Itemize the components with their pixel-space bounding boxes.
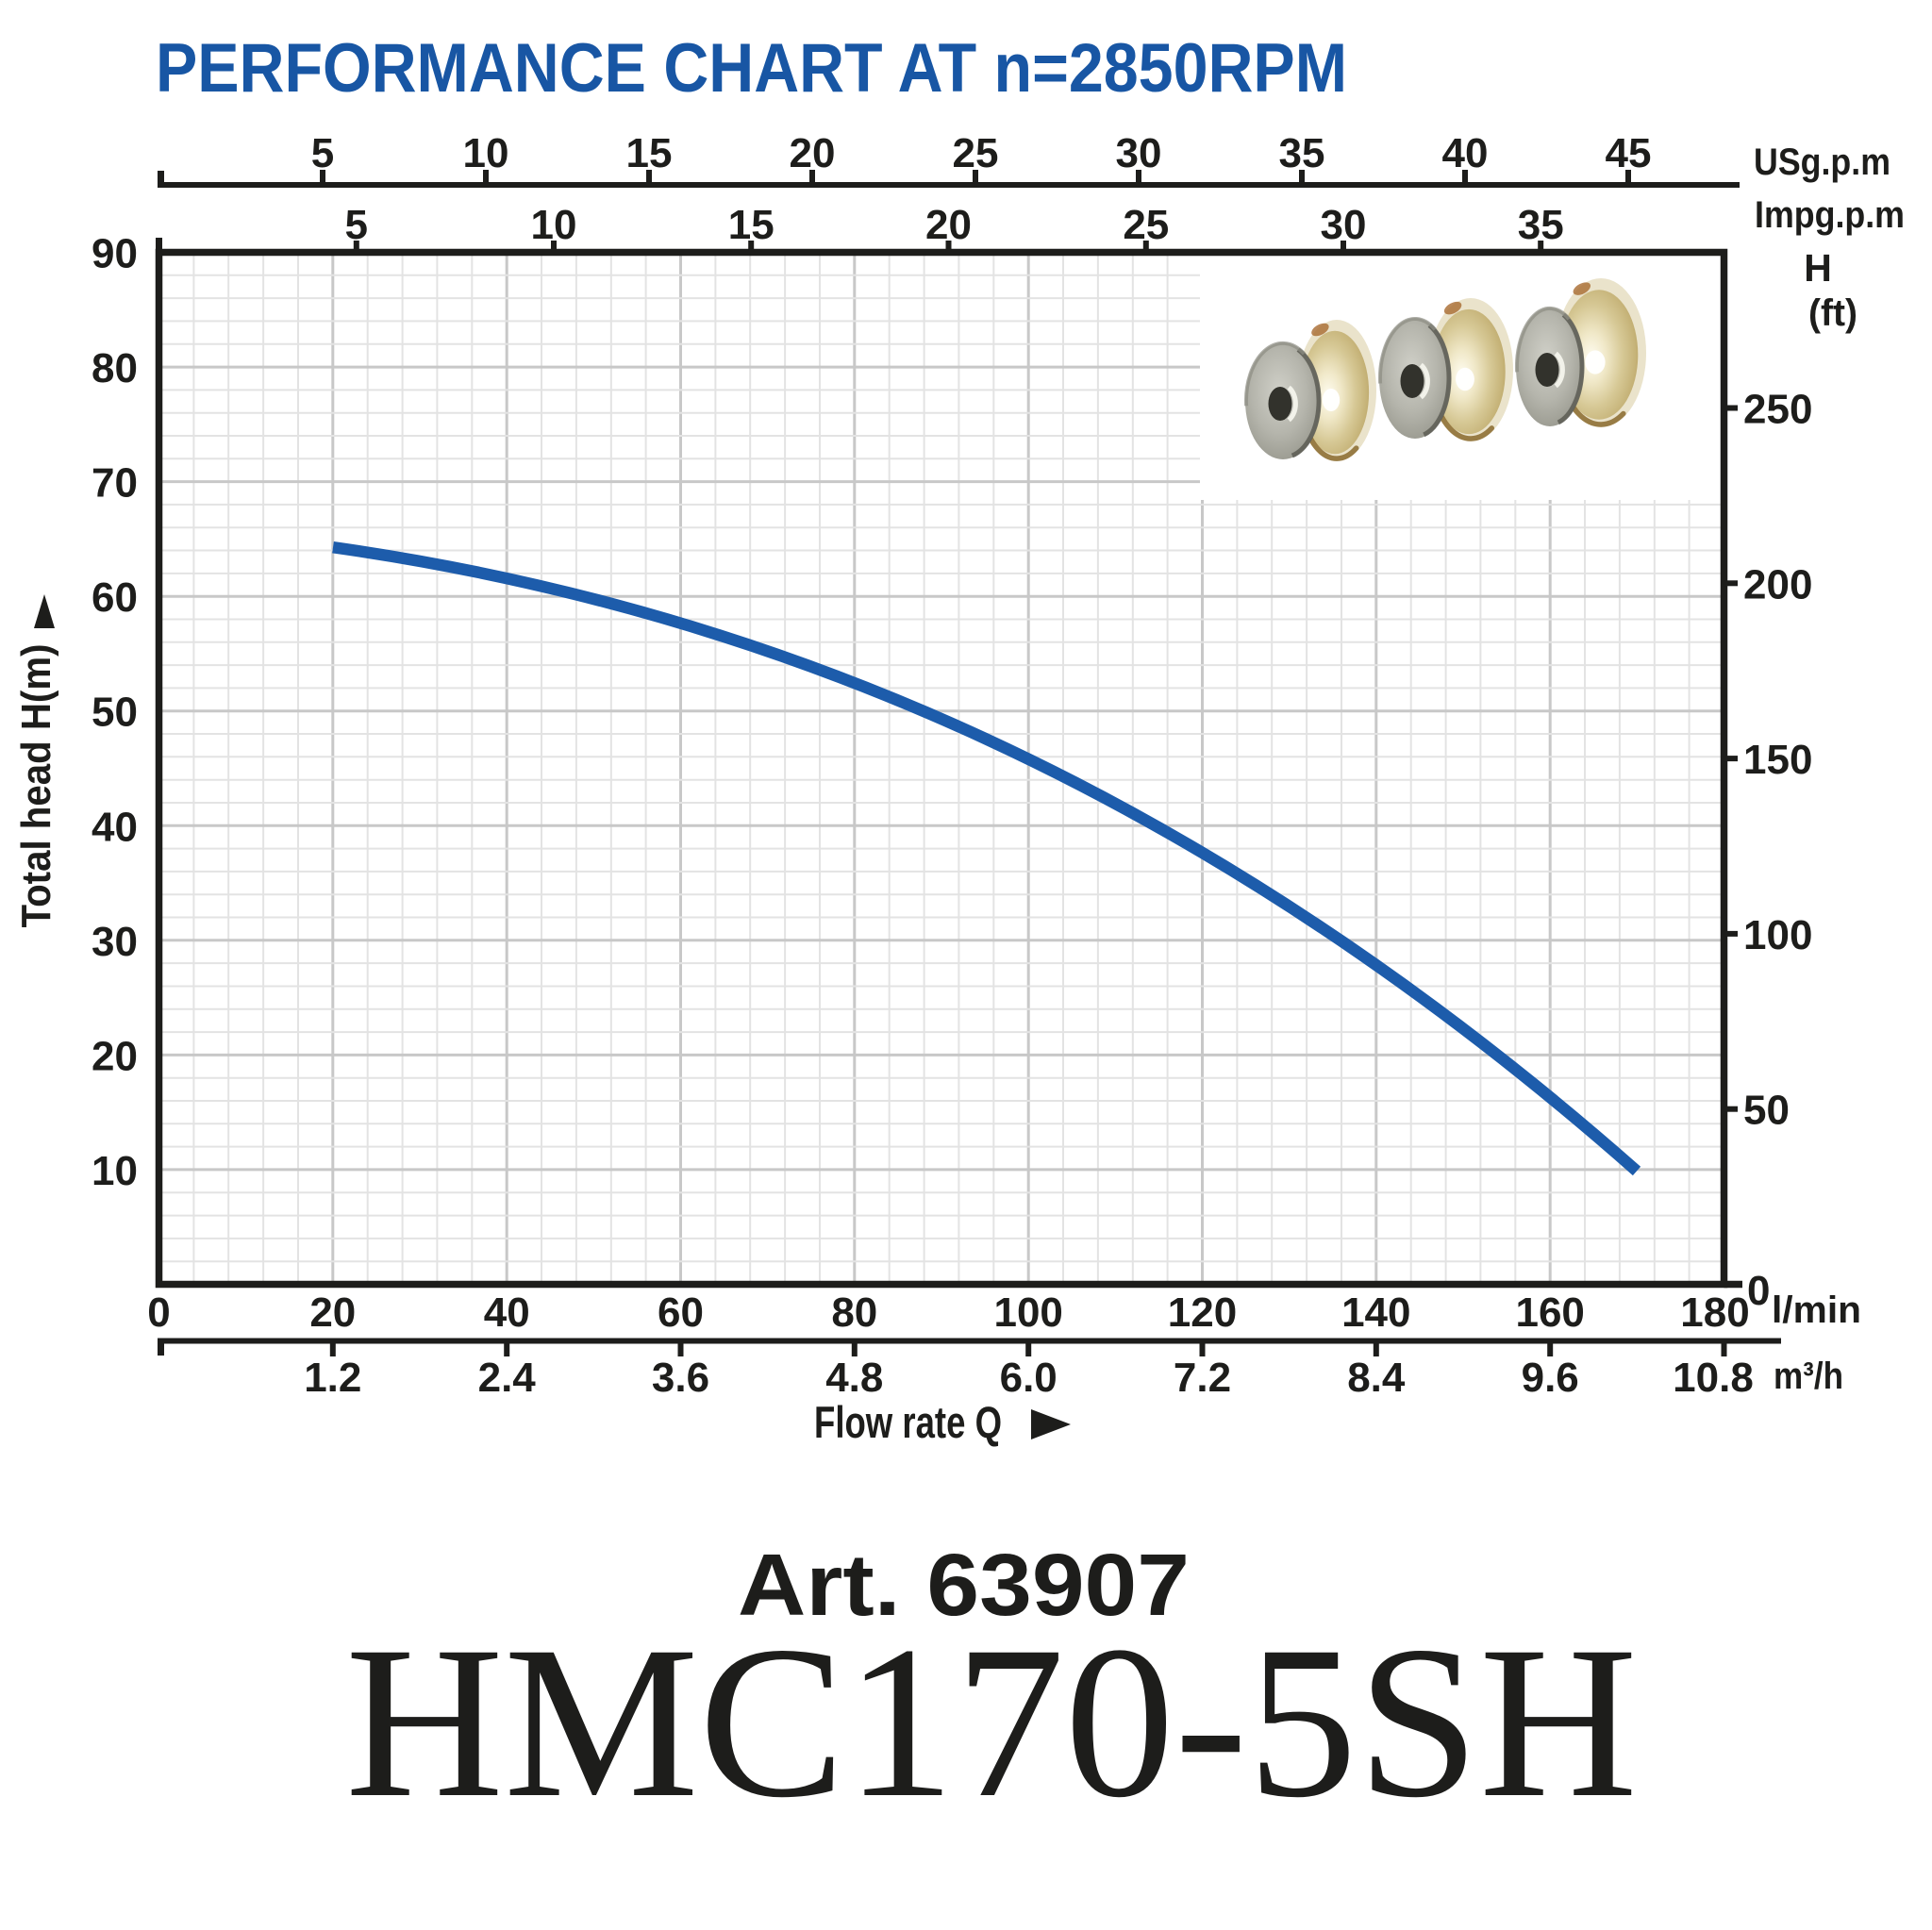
svg-text:80: 80 <box>92 345 138 391</box>
svg-text:7.2: 7.2 <box>1174 1355 1231 1401</box>
svg-text:6.0: 6.0 <box>1000 1355 1058 1401</box>
svg-text:70: 70 <box>92 460 138 507</box>
svg-text:Impg.p.m: Impg.p.m <box>1755 194 1905 236</box>
svg-text:35: 35 <box>1518 202 1564 248</box>
svg-text:10: 10 <box>463 130 509 176</box>
svg-text:10: 10 <box>92 1148 138 1194</box>
svg-text:150: 150 <box>1743 737 1812 783</box>
svg-text:8.4: 8.4 <box>1347 1355 1406 1401</box>
svg-text:0: 0 <box>147 1289 170 1336</box>
svg-text:m³/h: m³/h <box>1774 1356 1843 1397</box>
svg-text:15: 15 <box>626 130 673 176</box>
svg-text:45: 45 <box>1606 130 1652 176</box>
svg-text:l/min: l/min <box>1772 1289 1861 1331</box>
svg-text:0: 0 <box>1747 1268 1770 1314</box>
svg-text:40: 40 <box>484 1289 530 1336</box>
svg-text:180: 180 <box>1680 1289 1749 1336</box>
svg-text:15: 15 <box>728 202 774 248</box>
svg-text:200: 200 <box>1743 561 1812 607</box>
svg-text:10: 10 <box>531 202 577 248</box>
svg-text:30: 30 <box>1321 202 1367 248</box>
svg-text:25: 25 <box>1123 202 1169 248</box>
svg-text:30: 30 <box>92 919 138 965</box>
svg-text:90: 90 <box>92 231 138 277</box>
svg-text:PERFORMANCE CHART AT n=2850RPM: PERFORMANCE CHART AT n=2850RPM <box>156 30 1347 107</box>
svg-text:Total head H(m): Total head H(m) <box>13 644 59 928</box>
svg-text:40: 40 <box>92 804 138 850</box>
svg-text:3.6: 3.6 <box>652 1355 709 1401</box>
svg-text:35: 35 <box>1279 130 1325 176</box>
svg-text:10.8: 10.8 <box>1673 1355 1754 1401</box>
svg-text:160: 160 <box>1515 1289 1584 1336</box>
svg-text:40: 40 <box>1442 130 1489 176</box>
svg-text:20: 20 <box>309 1289 356 1336</box>
svg-text:2.4: 2.4 <box>478 1355 537 1401</box>
svg-text:30: 30 <box>1116 130 1162 176</box>
svg-text:5: 5 <box>311 130 334 176</box>
svg-text:Art. 63907: Art. 63907 <box>738 1536 1190 1634</box>
svg-text:50: 50 <box>1743 1088 1790 1134</box>
svg-text:20: 20 <box>92 1033 138 1079</box>
svg-text:HMC170-5SH: HMC170-5SH <box>345 1601 1638 1842</box>
svg-text:1.2: 1.2 <box>304 1355 361 1401</box>
svg-text:USg.p.m: USg.p.m <box>1754 141 1890 183</box>
svg-text:Flow rate Q: Flow rate Q <box>814 1397 1002 1447</box>
svg-text:9.6: 9.6 <box>1522 1355 1579 1401</box>
svg-text:5: 5 <box>345 202 368 248</box>
svg-text:50: 50 <box>92 690 138 736</box>
svg-text:60: 60 <box>658 1289 704 1336</box>
svg-text:140: 140 <box>1341 1289 1410 1336</box>
svg-text:4.8: 4.8 <box>825 1355 883 1401</box>
svg-text:100: 100 <box>993 1289 1062 1336</box>
svg-text:20: 20 <box>925 202 972 248</box>
svg-text:120: 120 <box>1168 1289 1237 1336</box>
svg-text:100: 100 <box>1743 912 1812 958</box>
svg-text:60: 60 <box>92 574 138 621</box>
svg-text:25: 25 <box>953 130 999 176</box>
svg-text:20: 20 <box>790 130 836 176</box>
svg-text:80: 80 <box>831 1289 877 1336</box>
svg-text:H: H <box>1804 246 1832 290</box>
svg-text:250: 250 <box>1743 387 1812 433</box>
svg-text:(ft): (ft) <box>1808 292 1857 334</box>
